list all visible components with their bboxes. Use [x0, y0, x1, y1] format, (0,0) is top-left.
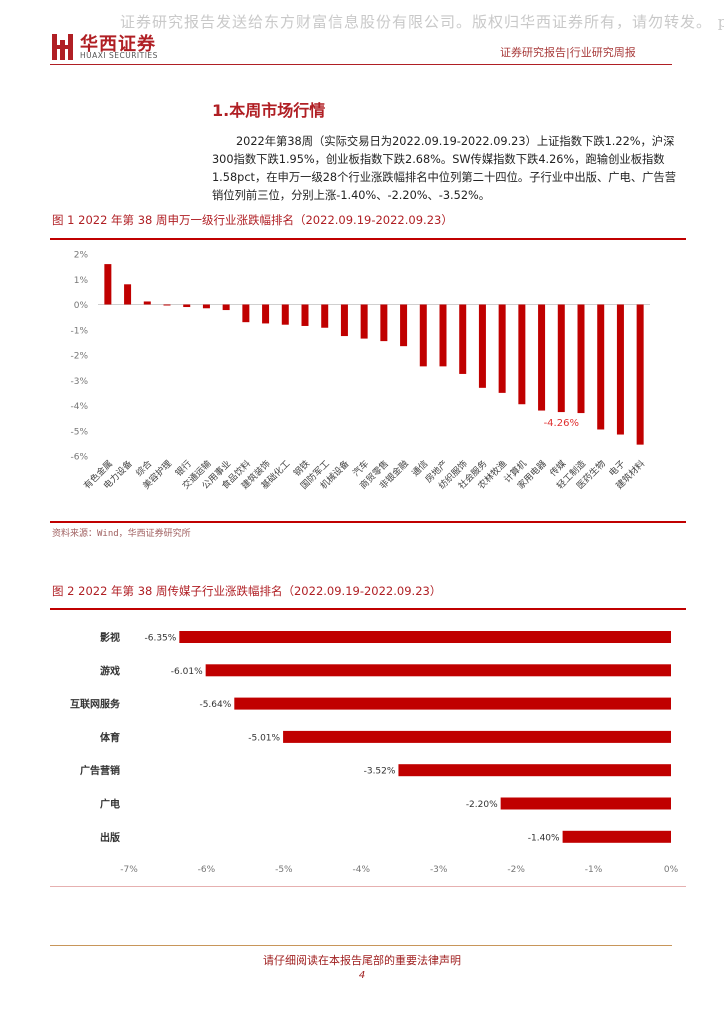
category-label: 互联网服务 [70, 698, 121, 711]
bar-商贸零售 [380, 304, 388, 342]
x-tick-label: 0% [664, 865, 679, 875]
bar-互联网服务 [234, 697, 671, 710]
bar-银行 [183, 304, 191, 308]
x-tick-label: -2% [507, 865, 525, 875]
report-type-label: 证券研究报告|行业研究周报 [500, 46, 636, 59]
section-title: 1.本周市场行情 [212, 101, 326, 120]
bar-有色金属 [104, 264, 112, 305]
category-label: 影视 [100, 631, 120, 644]
category-label: 广告营销 [80, 764, 120, 777]
bar-轻工制造 [577, 304, 585, 414]
bar-机械设备 [340, 304, 348, 337]
figure1-bottom-rule [50, 521, 686, 523]
bar-家用电器 [538, 304, 546, 411]
x-tick-label: -7% [120, 865, 138, 875]
figure2-title: 图 2 2022 年第 38 周传媒子行业涨跌幅排名（2022.09.19-20… [52, 584, 442, 598]
bar-基础化工 [281, 304, 289, 325]
bar-影视 [179, 631, 672, 643]
logo-icon [52, 34, 73, 60]
y-tick-label: -4% [70, 402, 88, 412]
figure1-title: 图 1 2022 年第 38 周申万一级行业涨跌幅排名（2022.09.19-2… [52, 213, 453, 227]
bar-汽车 [360, 304, 368, 339]
bar-交通运输 [202, 304, 210, 309]
logo-text: 华西证券 [80, 34, 156, 55]
bar-电子 [616, 304, 624, 435]
page-number: 4 [358, 970, 366, 981]
bar-体育 [283, 730, 671, 743]
bar-社会服务 [478, 304, 486, 388]
y-tick-label: -1% [70, 326, 88, 336]
bar-传媒 [557, 304, 565, 413]
data-label: -3.52% [364, 767, 396, 777]
bar-广电 [500, 797, 671, 810]
data-label: -6.35% [144, 634, 176, 644]
data-label: -2.20% [466, 800, 498, 810]
bar-电力设备 [124, 284, 132, 305]
data-label: -1.40% [528, 833, 560, 843]
header-divider [50, 64, 672, 65]
bar-非银金融 [400, 304, 408, 347]
x-tick-label: -1% [585, 865, 603, 875]
data-label: -5.01% [248, 733, 280, 743]
bar-美容护理 [163, 304, 171, 306]
bar-食品饮料 [242, 304, 250, 323]
y-tick-label: 2% [74, 251, 89, 261]
x-tick-label: -3% [430, 865, 448, 875]
y-tick-label: 1% [74, 276, 89, 286]
category-label: 广电 [100, 798, 120, 811]
bar-钢铁 [301, 304, 309, 326]
bar-游戏 [205, 664, 671, 677]
bar-房地产 [439, 304, 447, 367]
bar-国防军工 [321, 304, 329, 328]
bar-公用事业 [222, 304, 230, 311]
bar-纺织服饰 [459, 304, 467, 374]
highlight-data-label: -4.26% [544, 418, 579, 429]
bar-建筑材料 [636, 304, 644, 445]
legal-notice: 请仔细阅读在本报告尾部的重要法律声明 [263, 954, 461, 967]
category-label: 游戏 [100, 664, 120, 677]
logo-subtext: HUAXI SECURITIES [80, 51, 158, 60]
y-tick-label: -5% [70, 427, 88, 437]
x-tick-label: -4% [353, 865, 371, 875]
bar-建筑装饰 [262, 304, 270, 324]
bar-出版 [562, 830, 671, 843]
y-tick-label: -3% [70, 377, 88, 387]
figure2-top-rule [50, 608, 686, 610]
bar-医药生物 [597, 304, 605, 430]
data-label: -6.01% [171, 667, 203, 677]
category-label: 体育 [100, 731, 120, 744]
figure1-top-rule [50, 238, 686, 240]
bar-广告营销 [398, 764, 671, 777]
footer-divider [50, 945, 672, 946]
market-summary-paragraph: 2022年第38周（实际交易日为2022.09.19-2022.09.23）上证… [212, 135, 677, 202]
figure2-bottom-rule [50, 886, 686, 887]
y-tick-label: -2% [70, 352, 88, 362]
category-label: 出版 [100, 831, 120, 844]
bar-计算机 [518, 304, 526, 405]
data-label: -5.64% [199, 700, 231, 710]
y-tick-label: 0% [74, 301, 89, 311]
bar-综合 [143, 301, 151, 305]
source-note: 资料来源：Wind，华西证券研究所 [52, 529, 191, 539]
bar-通信 [419, 304, 427, 367]
y-tick-label: -6% [70, 453, 88, 463]
bar-农林牧渔 [498, 304, 506, 393]
x-tick-label: -6% [198, 865, 216, 875]
watermark: 证券研究报告发送给东方财富信息股份有限公司。版权归华西证券所有，请勿转发。 p [120, 13, 724, 31]
x-tick-label: -5% [275, 865, 293, 875]
media-subsector-chart: 影视 -6.35% 游戏 -6.01% 互联网服务 -5.64% 体育 -5.01% 广告营销 -… [70, 631, 679, 875]
